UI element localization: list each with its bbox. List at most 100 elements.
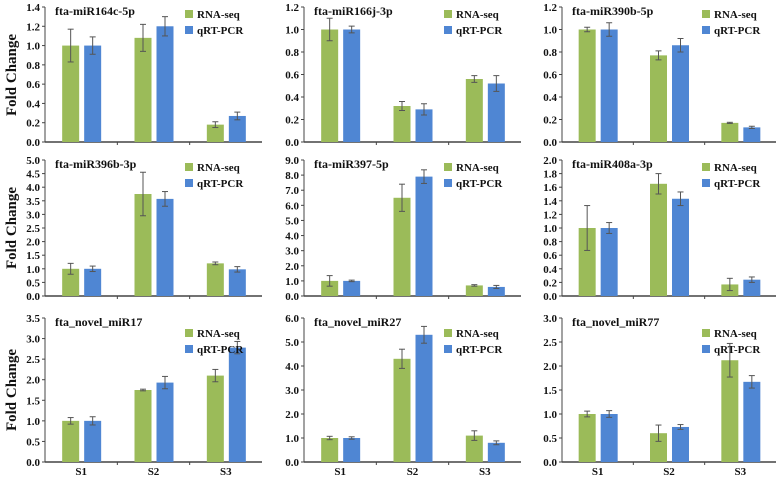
x-tick-label: S1 [592,466,604,477]
y-tick-label: 0.8 [543,237,557,249]
y-tick-label: 4.5 [26,169,40,181]
bar-rna-seq [321,438,339,462]
legend-label: qRT-PCR [197,178,244,190]
bar-rna-seq [206,375,224,462]
y-tick-label: 0.6 [285,70,299,82]
y-tick-label: 0.4 [26,98,40,110]
y-tick-label: 1.4 [543,196,557,208]
legend-label: qRT-PCR [456,344,503,356]
y-tick-label: 0.8 [543,47,557,59]
bar-qrt-pcr [343,280,361,296]
y-tick-label: 0.0 [26,291,40,303]
legend-label: RNA-seq [456,9,500,21]
bar-qrt-pcr [743,279,761,296]
bar-rna-seq [62,420,80,462]
y-tick-label: 1.0 [543,223,557,235]
panel-4: 0.0 0.51.0 1.52.0 2.5 3.03.5 4.04.5 5.0 fta-miR… [26,155,262,303]
y-tick-label: 2.0 [26,237,40,249]
bar-rna-seq [134,390,152,462]
y-tick-label: 1.0 [285,433,299,445]
y-tick-label: 8.0 [285,170,299,182]
y-tick-label: 2.0 [543,361,557,373]
y-tick-label: 0.0 [26,457,40,469]
legend-label: qRT-PCR [714,344,761,356]
bar-qrt-pcr [672,198,689,296]
bar-qrt-pcr [600,29,618,142]
bar-qrt-pcr [84,268,102,296]
bar-rna-seq [62,268,80,296]
x-tick-label: S2 [663,466,675,477]
y-tick-label: 0.6 [543,70,557,82]
y-tick-label: 0.4 [285,92,299,104]
bar-rna-seq [650,183,667,296]
y-tick-label: 0.5 [26,436,40,448]
panel-title: fta-miR397-5p [314,157,389,171]
legend-label: qRT-PCR [456,25,503,37]
y-tick-label: 1.4 [26,2,40,14]
y-tick-label: 6.0 [285,200,299,212]
panel-title: fta_novel_miR27 [314,315,401,329]
y-tick-label: 0.4 [543,92,557,104]
bar-qrt-pcr [156,198,174,296]
y-tick-label: 0.0 [285,457,299,469]
legend-swatch [185,163,193,171]
y-tick-label: 0.2 [285,115,299,127]
legend-label: RNA-seq [197,162,241,174]
panel-title: fta-miR164c-5p [55,4,135,18]
panel-title: fta-miR396b-3p [55,157,137,171]
bar-rna-seq [721,360,739,462]
legend-swatch [444,26,452,34]
bar-qrt-pcr [672,426,689,462]
y-tick-label: 9.0 [285,155,299,167]
y-tick-label: 5.0 [285,337,299,349]
y-tick-label: 0.0 [543,137,557,149]
y-tick-label: 2.5 [26,223,40,235]
y-tick-label: 0.6 [543,250,557,262]
bar-qrt-pcr [84,420,102,462]
bar-rna-seq [321,280,339,296]
y-tick-label: 1.0 [285,276,299,288]
legend-label: qRT-PCR [456,178,503,190]
legend-swatch [702,10,710,18]
bar-rna-seq [578,228,596,296]
y-tick-label: 3.0 [285,246,299,258]
panel-6: 0.0 0.20.4 0.60.8 1.0 1.21.4 1.61.8 2.0 fta-miR… [543,155,776,303]
bar-rna-seq [578,414,596,462]
panel-title: fta_novel_miR77 [572,315,659,329]
y-tick-label: 0.0 [543,291,557,303]
y-tick-label: 1.2 [26,21,40,33]
legend-swatch [444,10,452,18]
x-tick-label: S2 [148,466,160,477]
bar-rna-seq [134,37,152,142]
y-tick-label: 0.0 [26,137,40,149]
panel-3: 0.0 0.2 0.4 0.6 0.8 1.0 1.2 fta-miR390b-5p RNA-s… [543,2,776,149]
legend-label: RNA-seq [197,328,241,340]
y-axis-label: Fold Change [4,349,20,431]
y-tick-label: 0.8 [285,47,299,59]
bar-qrt-pcr [228,269,246,296]
bar-qrt-pcr [415,109,433,142]
x-tick-label: S1 [334,466,346,477]
y-tick-label: 3.0 [26,334,40,346]
y-tick-label: 4.0 [26,182,40,194]
panel-title: fta-miR166j-3p [314,4,393,18]
legend-swatch [702,26,710,34]
legend-label: qRT-PCR [197,25,244,37]
y-tick-label: 5.0 [285,215,299,227]
legend-swatch [444,345,452,353]
legend-swatch [702,179,710,187]
bar-qrt-pcr [600,414,618,462]
legend-swatch [185,329,193,337]
panel-title: fta_novel_miR17 [55,315,142,329]
y-tick-label: 1.2 [285,2,299,14]
legend-label: qRT-PCR [714,25,761,37]
y-tick-label: 0.0 [543,457,557,469]
y-tick-label: 0.2 [543,277,557,289]
legend-swatch [444,163,452,171]
legend-label: RNA-seq [197,9,241,21]
y-tick-label: 0.5 [26,277,40,289]
bar-rna-seq [578,29,596,142]
bar-qrt-pcr [487,286,505,296]
legend-swatch [185,179,193,187]
y-tick-label: 0.2 [26,118,40,130]
